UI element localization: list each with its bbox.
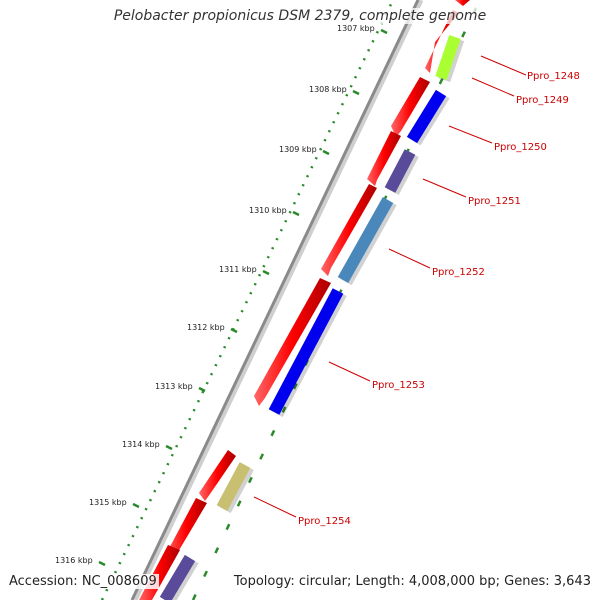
gene-callout-line bbox=[480, 55, 527, 76]
forward-gene[interactable] bbox=[254, 278, 331, 406]
kbp-tick bbox=[198, 386, 206, 393]
forward-gene[interactable] bbox=[165, 498, 207, 562]
gene-label[interactable]: Ppro_1249 bbox=[516, 95, 569, 106]
kbp-label: 1307 kbp bbox=[337, 24, 375, 33]
kbp-label: 1310 kbp bbox=[249, 206, 287, 215]
reverse-gene[interactable] bbox=[435, 35, 461, 80]
gene-labels: Ppro_1248 Ppro_1249 Ppro_1250 Ppro_1251 Ppro… bbox=[253, 55, 580, 527]
reverse-genes bbox=[159, 35, 465, 600]
kbp-tick bbox=[132, 502, 140, 509]
gene-callout-line bbox=[328, 361, 371, 382]
gene-callout-line bbox=[448, 125, 493, 144]
forward-gene[interactable] bbox=[321, 184, 377, 276]
gene-label[interactable]: Ppro_1250 bbox=[494, 142, 547, 153]
kbp-label: 1311 kbp bbox=[219, 265, 257, 274]
kbp-labels: 1307 kbp 1308 kbp 1309 kbp 1310 kbp 1311 kbp… bbox=[55, 24, 388, 567]
kbp-label: 1315 kbp bbox=[89, 498, 127, 507]
kbp-label: 1309 kbp bbox=[279, 145, 317, 154]
forward-genes bbox=[139, 0, 470, 600]
gene-label[interactable]: Ppro_1254 bbox=[298, 516, 351, 527]
kbp-tick bbox=[262, 269, 270, 276]
forward-gene[interactable] bbox=[391, 77, 430, 137]
forward-gene[interactable] bbox=[367, 131, 401, 186]
forward-gene[interactable] bbox=[199, 450, 236, 501]
reverse-gene[interactable] bbox=[268, 288, 344, 415]
kbp-tick bbox=[292, 210, 300, 217]
kbp-tick bbox=[98, 560, 106, 567]
gene-callout-line bbox=[253, 496, 297, 518]
gene-callout-line bbox=[388, 248, 431, 269]
gene-label[interactable]: Ppro_1248 bbox=[527, 71, 580, 82]
page-title: Pelobacter propionicus DSM 2379, complet… bbox=[0, 8, 600, 24]
scale-ring bbox=[100, 0, 395, 600]
kbp-tick bbox=[230, 327, 238, 334]
reverse-gene[interactable] bbox=[337, 197, 394, 283]
reverse-gene[interactable] bbox=[384, 149, 416, 193]
reverse-gene[interactable] bbox=[159, 554, 196, 600]
backbone-ring bbox=[130, 0, 420, 600]
topology-text: Topology: circular; Length: 4,008,000 bp… bbox=[231, 574, 593, 589]
kbp-tick bbox=[380, 28, 388, 35]
kbp-tick bbox=[322, 149, 330, 156]
kbp-label: 1308 kbp bbox=[309, 85, 347, 94]
backbone-shadow bbox=[132, 0, 424, 600]
kbp-label: 1313 kbp bbox=[155, 382, 193, 391]
accession-text: Accession: NC_008609 bbox=[7, 574, 159, 589]
forward-gene[interactable] bbox=[455, 0, 470, 6]
gene-label[interactable]: Ppro_1253 bbox=[372, 380, 425, 391]
reverse-gene[interactable] bbox=[406, 89, 447, 144]
gene-callout-line bbox=[471, 77, 515, 97]
kbp-label: 1316 kbp bbox=[55, 556, 93, 565]
kbp-label: 1312 kbp bbox=[187, 323, 225, 332]
kbp-tick bbox=[165, 444, 173, 451]
gene-label[interactable]: Ppro_1251 bbox=[468, 196, 521, 207]
gene-label[interactable]: Ppro_1252 bbox=[432, 267, 485, 278]
reverse-gene[interactable] bbox=[216, 462, 251, 511]
gene-callout-line bbox=[422, 178, 467, 198]
kbp-label: 1314 kbp bbox=[122, 440, 160, 449]
kbp-tick bbox=[352, 89, 360, 96]
